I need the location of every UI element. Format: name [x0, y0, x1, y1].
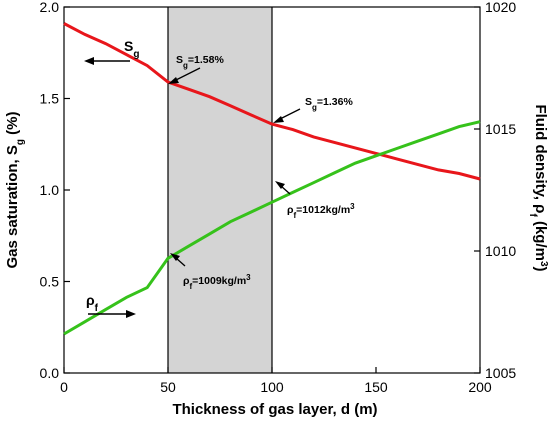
x-tick-label: 200	[468, 379, 492, 395]
x-axis-ticks: 0 50 100 150 200	[60, 367, 492, 395]
right-y-tick-label: 1020	[485, 0, 516, 15]
svg-text:Sg: Sg	[124, 38, 139, 60]
annotation-sg-1-36: Sg=1.36%	[273, 96, 353, 123]
x-tick-label: 100	[260, 379, 284, 395]
right-y-axis-ticks: 1005 1010 1015 1020	[474, 0, 516, 381]
legend-fluid-density: ρf	[86, 292, 136, 318]
shaded-region-50-100	[168, 7, 272, 373]
annotation-sg-1-58: Sg=1.58%	[168, 54, 224, 84]
left-y-tick-label: 1.5	[40, 91, 60, 107]
left-y-tick-label: 1.0	[40, 182, 60, 198]
legend-gas-saturation: Sg	[84, 38, 139, 65]
x-tick-label: 150	[364, 379, 388, 395]
left-y-axis-title: Gas saturation, Sg (%)	[4, 112, 26, 269]
left-y-axis-ticks: 0.0 0.5 1.0 1.5 2.0	[40, 0, 70, 381]
left-y-tick-label: 0.5	[40, 274, 60, 290]
arrow-right-icon	[126, 310, 136, 318]
right-y-tick-label: 1010	[485, 243, 516, 259]
right-y-axis-title: Fluid density, ρf (kg/m3)	[528, 104, 550, 271]
x-axis-title: Thickness of gas layer, d (m)	[172, 401, 377, 418]
svg-text:ρf: ρf	[86, 292, 99, 314]
x-tick-label: 0	[60, 379, 68, 395]
arrow-left-icon	[84, 57, 94, 65]
svg-text:Sg=1.58%: Sg=1.58%	[176, 54, 224, 70]
svg-text:ρf=1009kg/m3: ρf=1009kg/m3	[183, 273, 251, 291]
series-line-gas-saturation	[63, 22, 481, 181]
left-y-tick-label: 2.0	[40, 0, 60, 15]
series-line-fluid-density	[63, 120, 481, 336]
annotation-rho-1009: ρf=1009kg/m3	[170, 253, 251, 291]
right-y-tick-label: 1015	[485, 121, 516, 137]
left-y-tick-label: 0.0	[40, 365, 60, 381]
annotation-rho-1012: ρf=1012kg/m3	[275, 181, 355, 220]
right-y-tick-label: 1005	[485, 365, 516, 381]
svg-text:Sg=1.36%: Sg=1.36%	[305, 96, 353, 112]
svg-text:ρf=1012kg/m3: ρf=1012kg/m3	[287, 202, 355, 220]
x-tick-label: 50	[160, 379, 176, 395]
